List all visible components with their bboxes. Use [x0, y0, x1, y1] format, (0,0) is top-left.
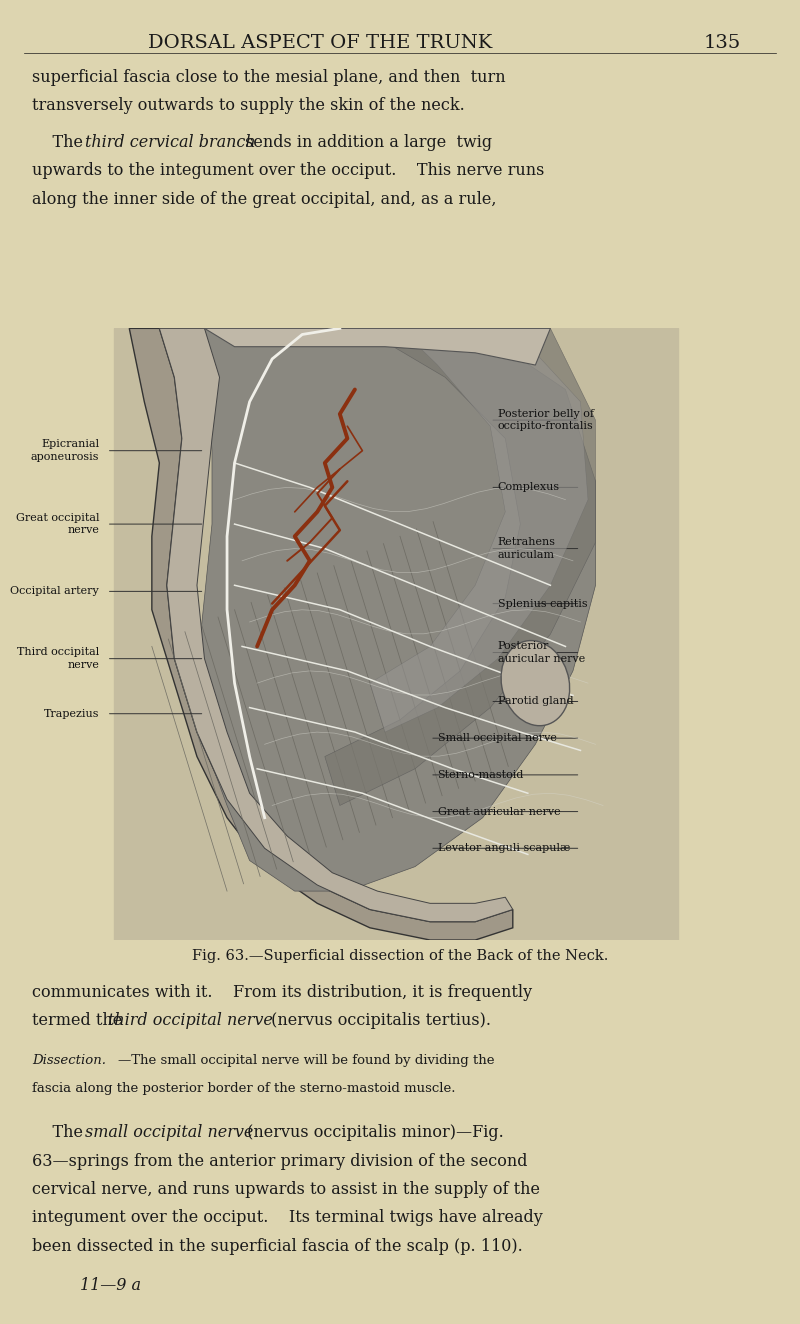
Text: The: The: [32, 1124, 88, 1141]
Text: 135: 135: [704, 34, 742, 53]
Bar: [114, 328, 678, 940]
Text: Fig. 63.—Superficial dissection of the Back of the Neck.: Fig. 63.—Superficial dissection of the B…: [192, 949, 608, 964]
Text: termed the: termed the: [32, 1013, 127, 1029]
Text: sends in addition a large  twig: sends in addition a large twig: [240, 134, 492, 151]
Text: Great auricular nerve: Great auricular nerve: [438, 806, 560, 817]
Text: DORSAL ASPECT OF THE TRUNK: DORSAL ASPECT OF THE TRUNK: [148, 34, 492, 53]
Text: 11—9 a: 11—9 a: [80, 1276, 141, 1294]
Ellipse shape: [501, 641, 570, 726]
Text: Splenius capitis: Splenius capitis: [498, 598, 587, 609]
Text: Posterior belly of
occipito-frontalis: Posterior belly of occipito-frontalis: [498, 409, 594, 432]
Text: third cervical branch: third cervical branch: [85, 134, 255, 151]
Text: (nervus occipitalis minor)—Fig.: (nervus occipitalis minor)—Fig.: [242, 1124, 503, 1141]
Polygon shape: [325, 328, 595, 805]
Text: Occipital artery: Occipital artery: [10, 587, 99, 596]
Text: third occipital nerve: third occipital nerve: [108, 1013, 273, 1029]
Text: integument over the occiput.    Its terminal twigs have already: integument over the occiput. Its termina…: [32, 1210, 542, 1226]
Text: Parotid gland: Parotid gland: [498, 696, 574, 707]
Text: Complexus: Complexus: [498, 482, 560, 493]
Polygon shape: [159, 328, 513, 922]
Text: Small occipital nerve: Small occipital nerve: [438, 733, 557, 743]
Text: communicates with it.    From its distribution, it is frequently: communicates with it. From its distribut…: [32, 984, 532, 1001]
Text: cervical nerve, and runs upwards to assist in the supply of the: cervical nerve, and runs upwards to assi…: [32, 1181, 540, 1198]
Text: Epicranial
aponeurosis: Epicranial aponeurosis: [30, 440, 99, 462]
Polygon shape: [197, 328, 595, 891]
Text: been dissected in the superficial fascia of the scalp (p. 110).: been dissected in the superficial fascia…: [32, 1238, 522, 1255]
Polygon shape: [370, 328, 588, 732]
Polygon shape: [205, 328, 550, 365]
Text: upwards to the integument over the occiput.    This nerve runs: upwards to the integument over the occip…: [32, 163, 544, 179]
Text: along the inner side of the great occipital, and, as a rule,: along the inner side of the great occipi…: [32, 191, 497, 208]
Text: (nervus occipitalis tertius).: (nervus occipitalis tertius).: [266, 1013, 491, 1029]
Text: Trapezius: Trapezius: [44, 708, 99, 719]
Text: The: The: [32, 134, 88, 151]
Text: superficial fascia close to the mesial plane, and then  turn: superficial fascia close to the mesial p…: [32, 69, 506, 86]
Text: fascia along the posterior border of the sterno-mastoid muscle.: fascia along the posterior border of the…: [32, 1083, 455, 1095]
Text: Third occipital
nerve: Third occipital nerve: [17, 647, 99, 670]
Text: small occipital nerve: small occipital nerve: [85, 1124, 253, 1141]
Text: Great occipital
nerve: Great occipital nerve: [16, 512, 99, 535]
Text: Dissection.: Dissection.: [32, 1054, 106, 1067]
Text: Levator anguli scapulæ: Levator anguli scapulæ: [438, 843, 570, 853]
Text: 63—springs from the anterior primary division of the second: 63—springs from the anterior primary div…: [32, 1152, 527, 1169]
Text: transversely outwards to supply the skin of the neck.: transversely outwards to supply the skin…: [32, 98, 465, 114]
Text: Sterno-mastoid: Sterno-mastoid: [438, 769, 524, 780]
Polygon shape: [130, 328, 513, 940]
Text: —The small occipital nerve will be found by dividing the: —The small occipital nerve will be found…: [118, 1054, 495, 1067]
Text: Retrahens
auriculam: Retrahens auriculam: [498, 538, 556, 560]
Text: Posterior
auricular nerve: Posterior auricular nerve: [498, 641, 585, 663]
